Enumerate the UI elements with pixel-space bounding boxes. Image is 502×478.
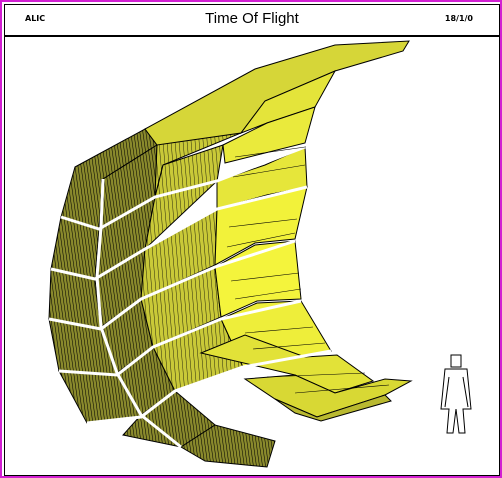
page-title: Time Of Flight	[205, 10, 299, 27]
barrel-top-sectors	[144, 40, 410, 164]
human-scale-figure-icon	[440, 354, 472, 434]
title-bar: ALIC Time Of Flight 18/1/0	[5, 5, 499, 37]
experiment-label: ALIC	[25, 14, 46, 23]
barrel-front-sectors	[199, 146, 413, 422]
sector-gaps	[48, 145, 332, 449]
display-panel: ALIC Time Of Flight 18/1/0	[4, 4, 500, 476]
date-label: 18/1/0	[444, 14, 473, 23]
tof-detector-view	[48, 40, 472, 468]
module-lines	[226, 146, 390, 394]
